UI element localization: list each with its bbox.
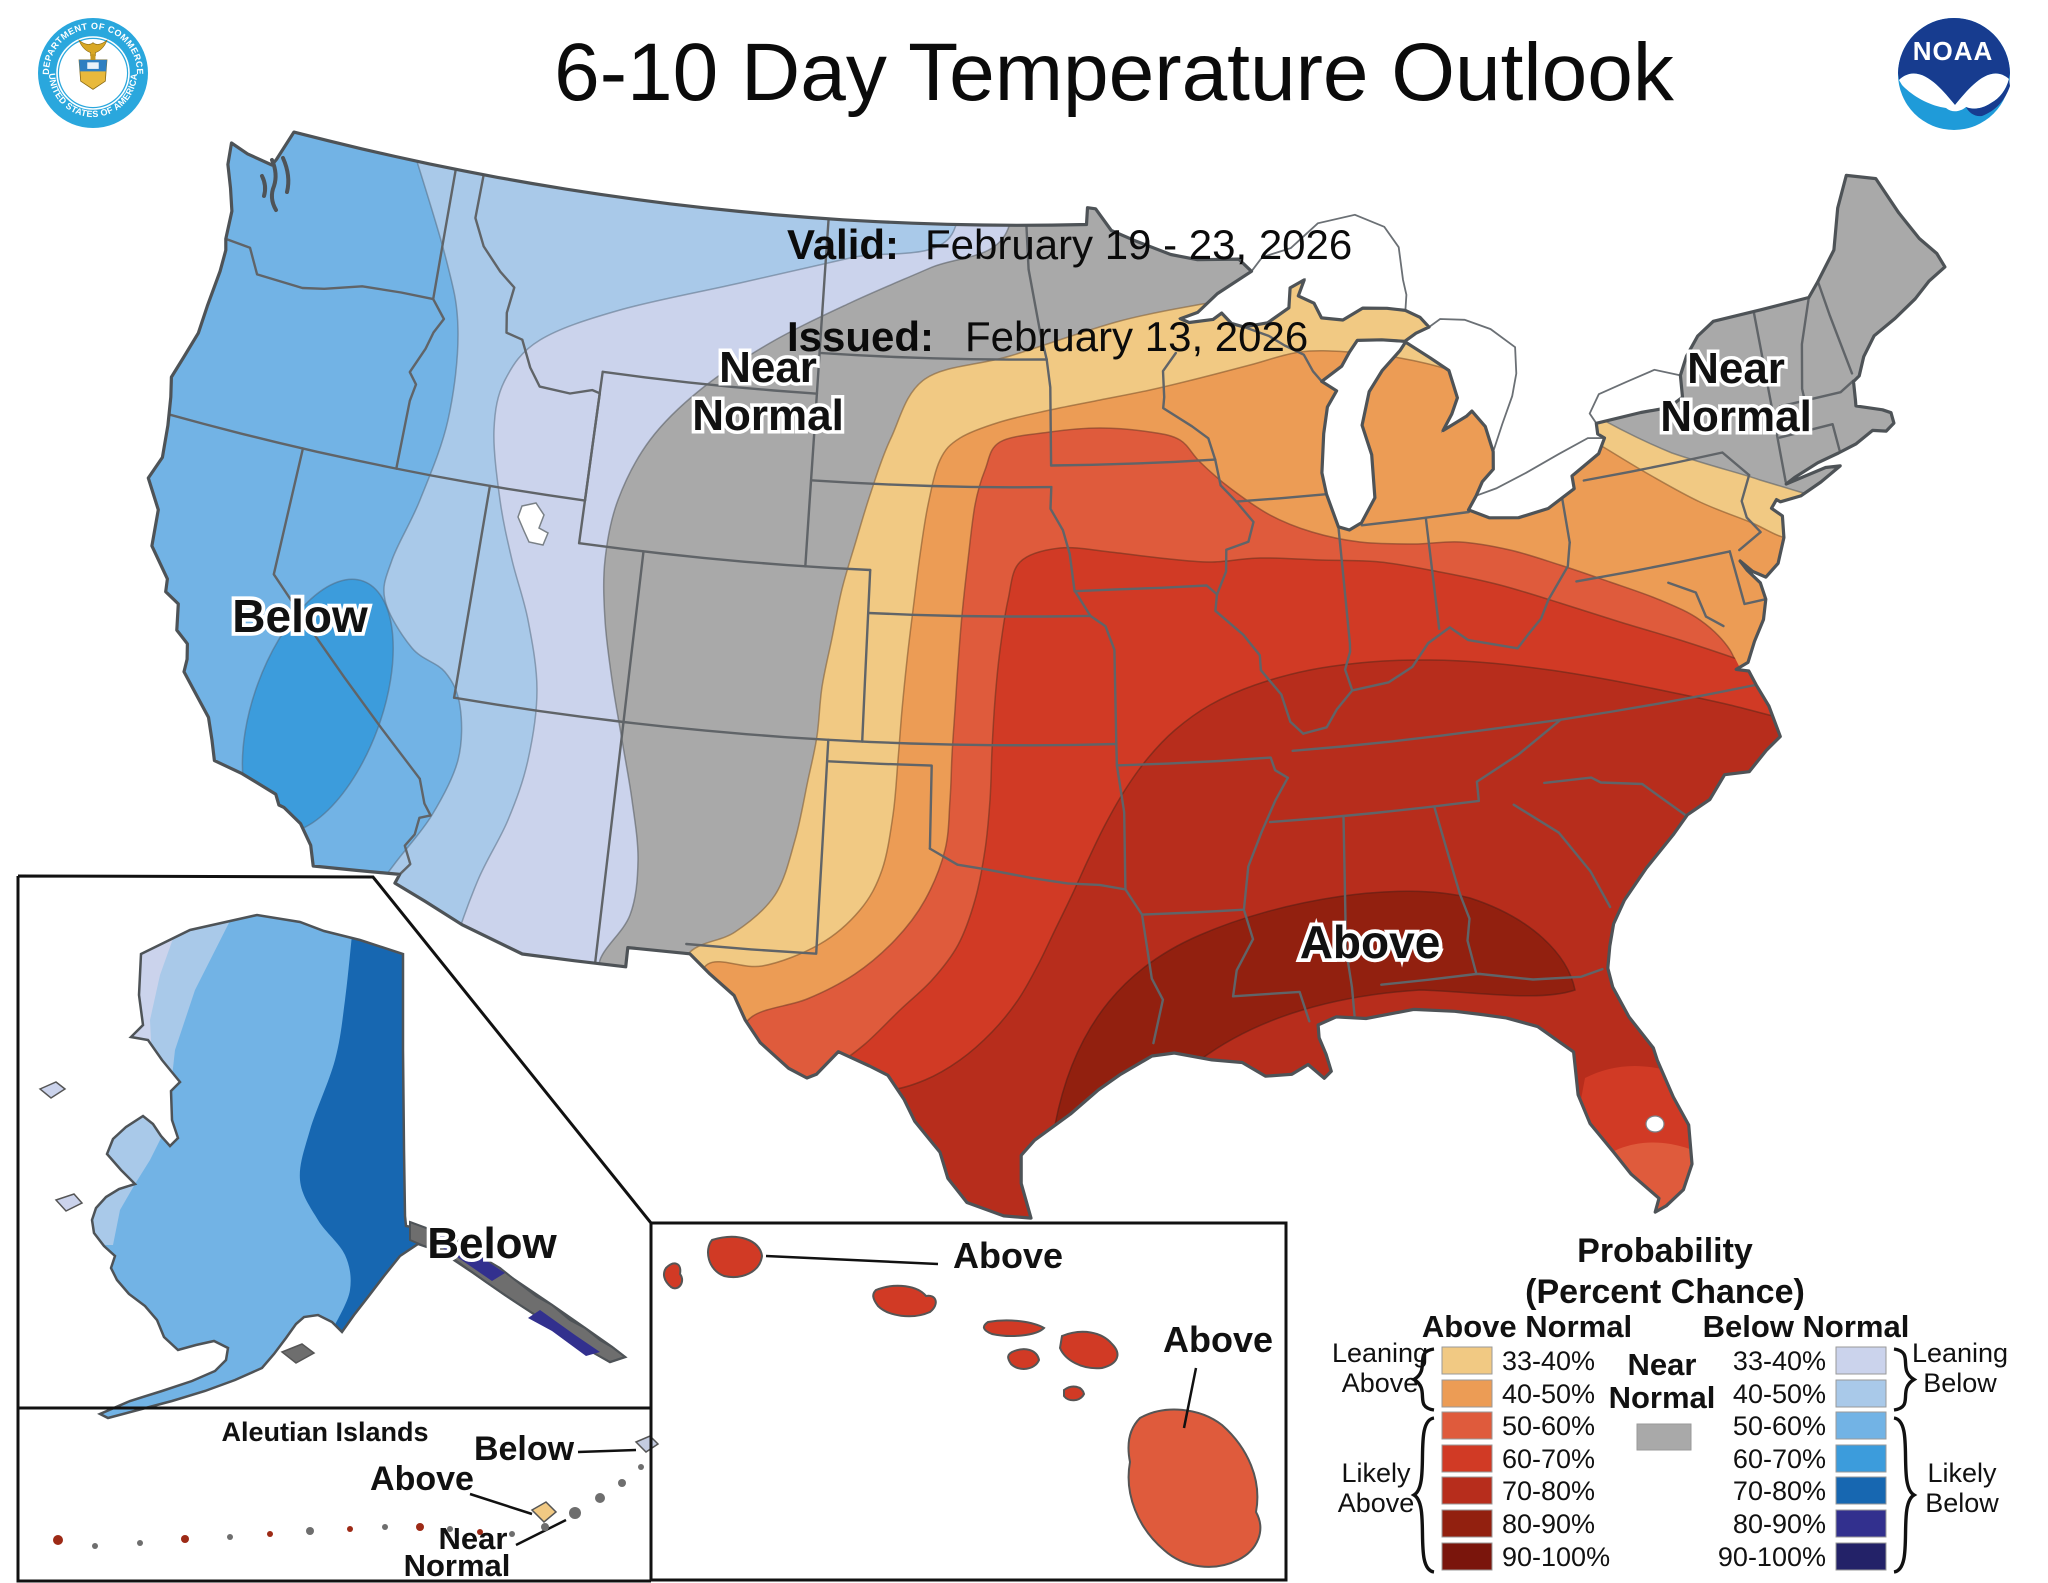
svg-text:80-90%: 80-90% [1733,1509,1826,1539]
svg-text:Normal: Normal [404,1548,511,1583]
svg-text:Normal: Normal [1609,1380,1716,1415]
svg-text:Near: Near [1628,1347,1697,1382]
svg-text:Likely: Likely [1341,1458,1411,1488]
svg-text:Normal: Normal [1660,392,1812,441]
svg-text:Issued:: Issued: [787,313,934,360]
svg-text:90-100%: 90-100% [1718,1542,1826,1572]
svg-text:Below: Below [1923,1368,1997,1398]
svg-text:Aleutian Islands: Aleutian Islands [221,1417,428,1447]
svg-text:40-50%: 40-50% [1733,1379,1826,1409]
svg-text:Above: Above [1342,1368,1419,1398]
svg-text:Likely: Likely [1927,1458,1997,1488]
svg-text:Above: Above [953,1235,1063,1276]
svg-text:70-80%: 70-80% [1733,1476,1826,1506]
svg-text:Leaning: Leaning [1912,1338,2008,1368]
svg-text:February 19 - 23, 2026: February 19 - 23, 2026 [925,221,1352,268]
svg-text:33-40%: 33-40% [1502,1346,1595,1376]
svg-text:February 13, 2026: February 13, 2026 [965,313,1308,360]
svg-text:NOAA: NOAA [1913,36,1994,66]
svg-text:Above: Above [370,1460,474,1498]
svg-text:50-60%: 50-60% [1502,1411,1595,1441]
svg-text:Above: Above [1300,916,1441,968]
svg-text:Leaning: Leaning [1332,1338,1428,1368]
svg-text:33-40%: 33-40% [1733,1346,1826,1376]
svg-text:90-100%: 90-100% [1502,1542,1610,1572]
svg-text:Above Normal: Above Normal [1422,1309,1632,1344]
svg-text:Below Normal: Below Normal [1703,1309,1910,1344]
svg-text:Normal: Normal [692,391,844,440]
svg-text:Probability: Probability [1577,1232,1753,1270]
svg-text:Near: Near [1687,344,1785,393]
svg-text:50-60%: 50-60% [1733,1411,1826,1441]
svg-text:60-70%: 60-70% [1733,1444,1826,1474]
svg-text:Below: Below [474,1430,575,1468]
svg-text:Near: Near [719,343,817,392]
svg-text:(Percent Chance): (Percent Chance) [1525,1273,1805,1311]
svg-text:Below: Below [232,590,368,642]
svg-text:80-90%: 80-90% [1502,1509,1595,1539]
svg-text:60-70%: 60-70% [1502,1444,1595,1474]
svg-text:70-80%: 70-80% [1502,1476,1595,1506]
svg-text:Above: Above [1163,1319,1273,1360]
svg-text:6-10 Day Temperature Outlook: 6-10 Day Temperature Outlook [554,27,1675,118]
svg-text:Below: Below [1925,1488,1999,1518]
svg-text:Above: Above [1338,1488,1415,1518]
svg-text:Below: Below [427,1219,557,1268]
svg-text:40-50%: 40-50% [1502,1379,1595,1409]
svg-text:Valid:: Valid: [787,221,899,268]
